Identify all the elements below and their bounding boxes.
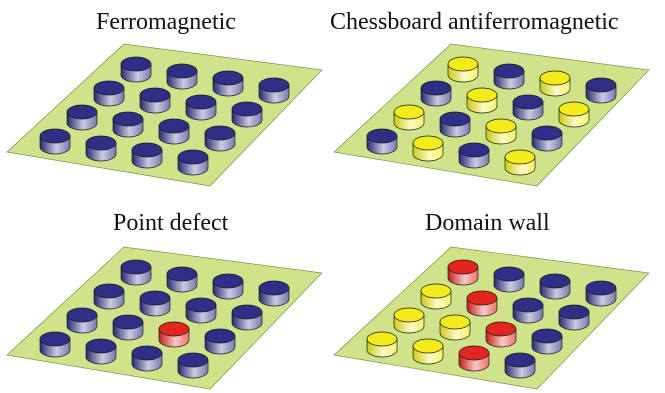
spin-token-blue bbox=[539, 273, 571, 300]
spin-token-blue bbox=[120, 259, 152, 286]
spin-token-blue bbox=[166, 63, 198, 90]
spin-token-yellow bbox=[420, 283, 452, 310]
spin-token-blue bbox=[504, 352, 536, 379]
spin-token-blue bbox=[512, 297, 544, 324]
panel-title-ferromagnetic: Ferromagnetic bbox=[96, 9, 236, 35]
spin-token-yellow bbox=[366, 331, 398, 358]
spin-token-blue bbox=[420, 80, 452, 107]
spin-token-blue bbox=[493, 266, 525, 293]
spin-token-yellow bbox=[447, 56, 479, 83]
spin-token-blue bbox=[85, 338, 117, 365]
spin-token-blue bbox=[585, 77, 617, 104]
spin-token-red bbox=[485, 321, 517, 348]
lattice-plate bbox=[6, 246, 323, 390]
spin-token-red bbox=[466, 290, 498, 317]
spin-token-blue bbox=[112, 314, 144, 341]
panel-domain-wall bbox=[333, 246, 650, 390]
spin-token-yellow bbox=[504, 149, 536, 176]
spin-token-blue bbox=[131, 142, 163, 169]
spin-token-blue bbox=[93, 283, 125, 310]
spin-token-blue bbox=[39, 128, 71, 155]
spin-token-blue bbox=[177, 352, 209, 379]
spin-token-blue bbox=[93, 80, 125, 107]
spin-token-blue bbox=[231, 304, 263, 331]
spin-token-blue bbox=[204, 328, 236, 355]
panel-point-defect bbox=[6, 246, 323, 390]
spin-token-blue bbox=[458, 142, 490, 169]
spin-token-blue bbox=[439, 111, 471, 138]
spin-token-blue bbox=[493, 63, 525, 90]
spin-token-blue bbox=[531, 125, 563, 152]
panel-title-point-defect: Point defect bbox=[113, 210, 229, 236]
spin-token-blue bbox=[139, 290, 171, 317]
spin-token-blue bbox=[212, 70, 244, 97]
spin-token-red bbox=[158, 321, 190, 348]
spin-token-blue bbox=[66, 307, 98, 334]
spin-token-blue bbox=[512, 94, 544, 121]
spin-token-blue bbox=[120, 56, 152, 83]
spin-token-blue bbox=[204, 125, 236, 152]
panel-title-domain-wall: Domain wall bbox=[425, 210, 550, 236]
panel-ferromagnetic bbox=[6, 43, 323, 187]
spin-token-blue bbox=[185, 297, 217, 324]
spin-token-red bbox=[447, 259, 479, 286]
spin-token-blue bbox=[366, 128, 398, 155]
spin-token-blue bbox=[558, 304, 590, 331]
spin-token-blue bbox=[158, 118, 190, 145]
spin-token-blue bbox=[531, 328, 563, 355]
spin-token-blue bbox=[39, 331, 71, 358]
panel-title-chessboard-antiferromagnetic: Chessboard antiferromagnetic bbox=[330, 9, 619, 35]
spin-token-blue bbox=[585, 280, 617, 307]
spin-token-yellow bbox=[412, 135, 444, 162]
spin-token-blue bbox=[166, 266, 198, 293]
spin-token-blue bbox=[66, 104, 98, 131]
spin-token-blue bbox=[131, 345, 163, 372]
spin-token-yellow bbox=[439, 314, 471, 341]
spin-token-blue bbox=[112, 111, 144, 138]
spin-token-yellow bbox=[539, 70, 571, 97]
spin-token-yellow bbox=[558, 101, 590, 128]
spin-token-blue bbox=[177, 149, 209, 176]
lattice-plate bbox=[6, 43, 323, 187]
panel-chessboard-antiferromagnetic bbox=[333, 43, 650, 187]
spin-token-yellow bbox=[393, 307, 425, 334]
spin-token-blue bbox=[258, 77, 290, 104]
spin-token-yellow bbox=[393, 104, 425, 131]
spin-token-blue bbox=[231, 101, 263, 128]
lattice-plate bbox=[333, 246, 650, 390]
lattice-plate bbox=[333, 43, 650, 187]
spin-token-red bbox=[458, 345, 490, 372]
spin-token-yellow bbox=[485, 118, 517, 145]
spin-token-blue bbox=[139, 87, 171, 114]
spin-token-blue bbox=[258, 280, 290, 307]
spin-token-blue bbox=[212, 273, 244, 300]
spin-token-blue bbox=[185, 94, 217, 121]
spin-token-yellow bbox=[466, 87, 498, 114]
spin-token-blue bbox=[85, 135, 117, 162]
spin-token-yellow bbox=[412, 338, 444, 365]
